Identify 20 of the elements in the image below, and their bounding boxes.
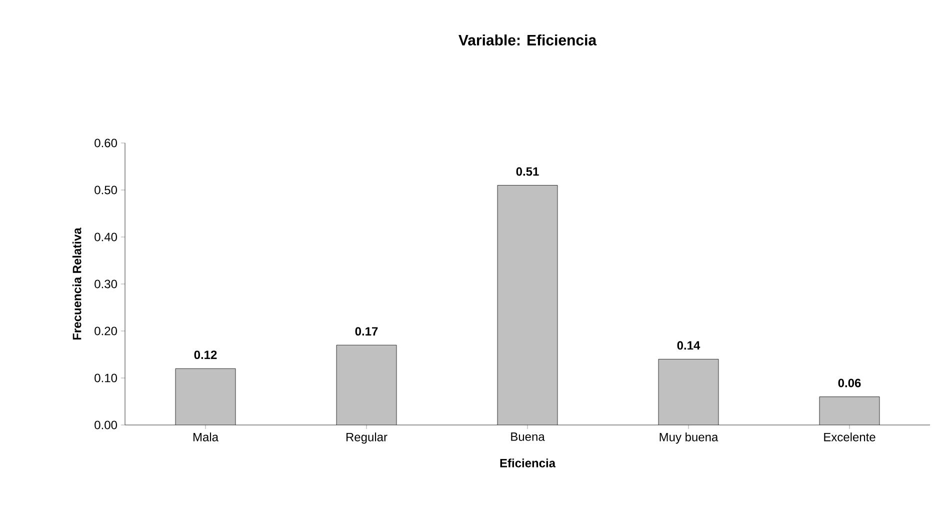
data-label: 0.51	[516, 167, 539, 176]
y-tick-label: 0.60	[94, 138, 118, 148]
chart-title: Variable: Eficiencia	[458, 34, 597, 46]
y-tick-label: 0.20	[94, 326, 118, 336]
y-tick-label: 0.00	[94, 420, 118, 430]
data-label: 0.17	[355, 327, 378, 336]
x-tick-label: Excelente	[824, 432, 876, 442]
y-tick-label: 0.10	[94, 374, 118, 382]
y-tick-label: 0.40	[94, 232, 118, 242]
data-label: 0.06	[838, 378, 861, 388]
x-tick-label: Regular	[346, 432, 388, 444]
data-label: 0.14	[677, 341, 700, 350]
x-tick-label: Buena	[511, 432, 545, 441]
x-tick-label: Muy buena	[660, 432, 718, 444]
x-tick-label: Mala	[193, 432, 218, 442]
y-axis-title: Frecuencia Relativa	[72, 228, 82, 340]
data-label: 0.12	[194, 350, 217, 360]
x-axis-title: Eficiencia	[500, 458, 556, 468]
y-tick-label: 0.30	[94, 280, 118, 288]
y-tick-label: 0.50	[94, 186, 118, 194]
